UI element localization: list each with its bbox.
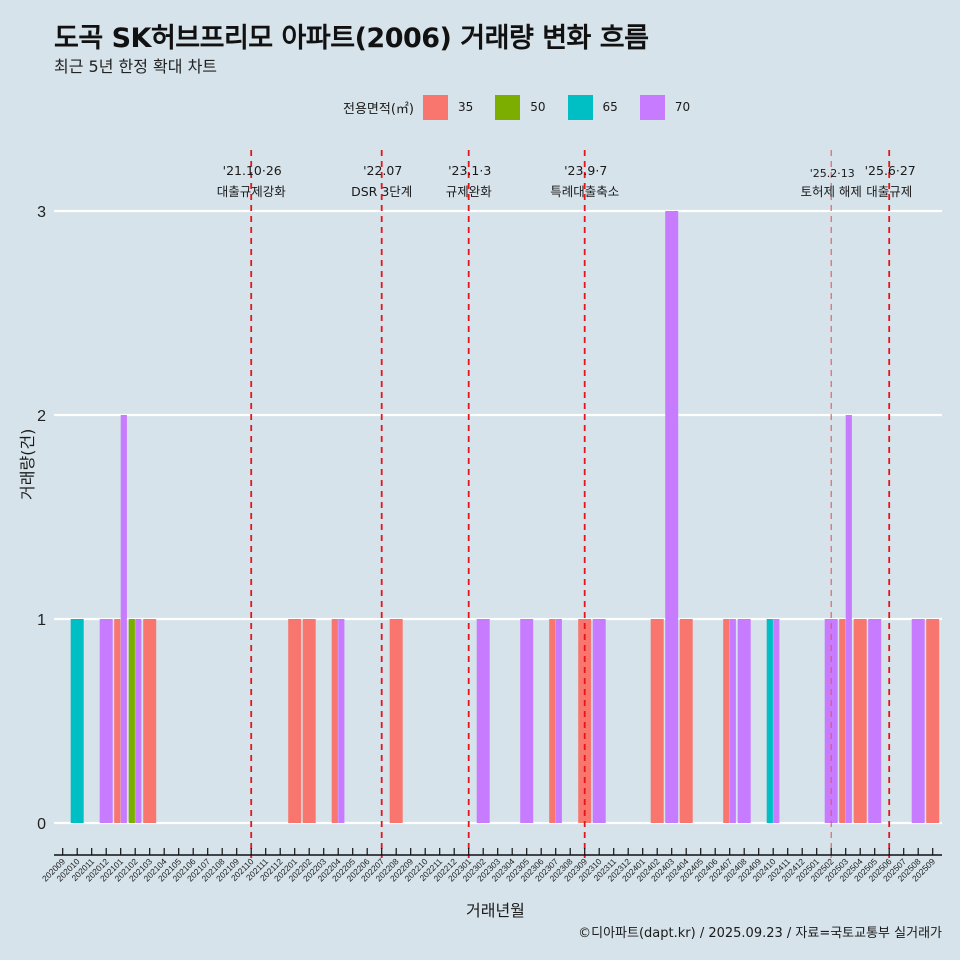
y-axis-label: 거래량(건)	[18, 428, 37, 500]
y-tick-label: 0	[37, 816, 46, 833]
bar-202508-70	[911, 619, 925, 823]
legend: 전용면적(㎡) 35 50 65 70	[343, 93, 712, 121]
bar-202503-35	[839, 619, 846, 823]
bars	[70, 211, 940, 823]
event-name-label: 토허제 해제	[800, 184, 861, 199]
bar-202503-70	[845, 415, 852, 823]
y-tick-label: 3	[37, 204, 46, 221]
bar-202309-35	[578, 619, 592, 823]
bar-202502-70	[824, 619, 838, 823]
bar-202012-70	[99, 619, 113, 823]
bar-202504-35	[853, 619, 867, 823]
bar-202305-70	[520, 619, 534, 823]
chart-subtitle: 최근 5년 한정 확대 차트	[54, 57, 218, 76]
x-axis: 2020092020102020112020122021012021022021…	[40, 848, 942, 883]
event-name-label: 규제완화	[446, 184, 493, 199]
bar-202101-70	[120, 415, 127, 823]
x-axis-label: 거래년월	[466, 901, 525, 920]
event-date-label: '25.2·13	[810, 167, 855, 180]
bar-202102-70	[135, 619, 142, 823]
bar-202202-35	[302, 619, 316, 823]
bar-202407-35	[723, 619, 730, 823]
legend-key-35	[422, 94, 448, 120]
bar-202307-70	[555, 619, 562, 823]
bar-202201-35	[288, 619, 302, 823]
bar-202310-70	[592, 619, 606, 823]
legend-item-50: 50	[495, 94, 567, 120]
bar-202103-35	[143, 619, 157, 823]
bar-202010-65	[70, 619, 84, 823]
event-date-label: '21.10·26	[223, 163, 282, 178]
bar-202204-35	[331, 619, 338, 823]
event-date-label: '22.07	[363, 163, 402, 178]
bar-202408-70	[737, 619, 751, 823]
event-name-label: 대출규제	[866, 184, 912, 199]
bar-202208-35	[389, 619, 403, 823]
legend-key-65	[567, 94, 593, 120]
source-caption: ©디아파트(dapt.kr) / 2025.09.23 / 자료=국토교통부 실…	[578, 926, 942, 941]
y-tick-label: 1	[37, 612, 46, 629]
y-tick-label: 2	[37, 408, 46, 425]
legend-key-50	[495, 94, 521, 120]
bar-202410-65	[766, 619, 773, 823]
y-axis: 0 1 2 3	[37, 204, 46, 833]
event-date-label: '23.9·7	[564, 163, 607, 178]
gridlines	[54, 209, 942, 825]
event-name-label: 대출규제강화	[217, 184, 287, 199]
event-name-label: 특례대출축소	[550, 184, 619, 199]
legend-label: 65	[602, 100, 618, 114]
legend-label: 70	[674, 100, 691, 114]
bar-202204-70	[338, 619, 345, 823]
bar-202402-35	[650, 619, 664, 823]
event-lines: '21.10·26 대출규제강화 '22.07 DSR 3단계 '23.1·3 규제완화 '…	[217, 150, 916, 858]
legend-item-65: 65	[567, 94, 640, 120]
chart-title: 도곡 SK허브프리모 아파트(2006) 거래량 변화 흐름	[54, 23, 649, 54]
bar-202102-50	[128, 619, 135, 823]
bar-202509-35	[926, 619, 940, 823]
bar-202407-70	[729, 619, 736, 823]
bar-202307-35	[549, 619, 556, 823]
bar-202404-35	[679, 619, 693, 823]
bar-202302-70	[476, 619, 490, 823]
legend-label: 50	[530, 100, 546, 114]
bar-202505-70	[868, 619, 882, 823]
event-date-label: '25.6·27	[865, 163, 916, 178]
legend-item-70: 70	[639, 94, 712, 120]
event-name-label: DSR 3단계	[351, 184, 412, 199]
legend-title: 전용면적(㎡)	[343, 101, 414, 117]
bar-202101-35	[114, 619, 121, 823]
legend-item-35: 35	[422, 94, 495, 120]
bar-202403-70	[665, 211, 679, 823]
bar-202410-70	[773, 619, 780, 823]
legend-key-70	[639, 94, 665, 120]
event-date-label: '23.1·3	[448, 163, 491, 178]
legend-label: 35	[457, 100, 474, 114]
